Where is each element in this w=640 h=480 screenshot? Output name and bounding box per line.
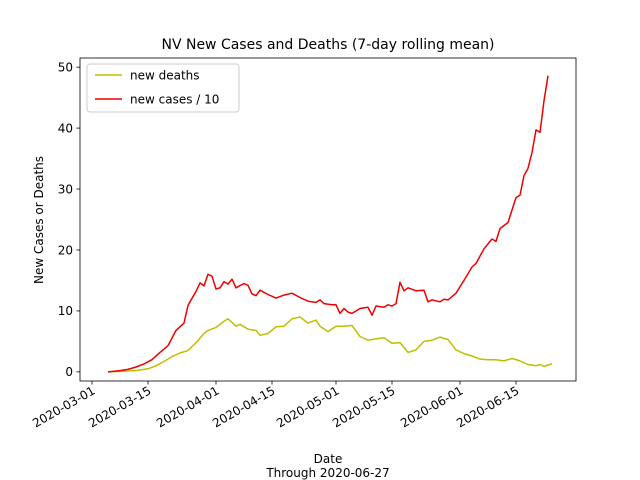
x-axis-sublabel: Through 2020-06-27 (265, 466, 389, 480)
y-tick-label: 50 (58, 60, 73, 74)
plot-area-frame (79, 57, 577, 382)
y-tick-label: 10 (58, 304, 73, 318)
series-line-cases (107, 75, 549, 373)
legend-label-deaths: new deaths (130, 69, 200, 83)
y-tick-label: 30 (58, 182, 73, 196)
legend-label-cases: new cases / 10 (130, 93, 219, 107)
y-tick-label: 20 (58, 243, 73, 257)
chart-title: NV New Cases and Deaths (7-day rolling m… (161, 37, 494, 53)
legend-box (86, 63, 240, 113)
series-line-deaths (107, 316, 553, 373)
y-tick-label: 40 (58, 121, 73, 135)
y-axis-label: New Cases or Deaths (32, 156, 46, 284)
x-axis-label: Date (314, 452, 343, 466)
legend: new deaths new cases / 10 (86, 63, 240, 113)
y-tick-label: 0 (65, 365, 73, 379)
y-axis-ticks: 0 10 20 30 40 50 (58, 60, 80, 379)
plot-marks (107, 75, 553, 373)
